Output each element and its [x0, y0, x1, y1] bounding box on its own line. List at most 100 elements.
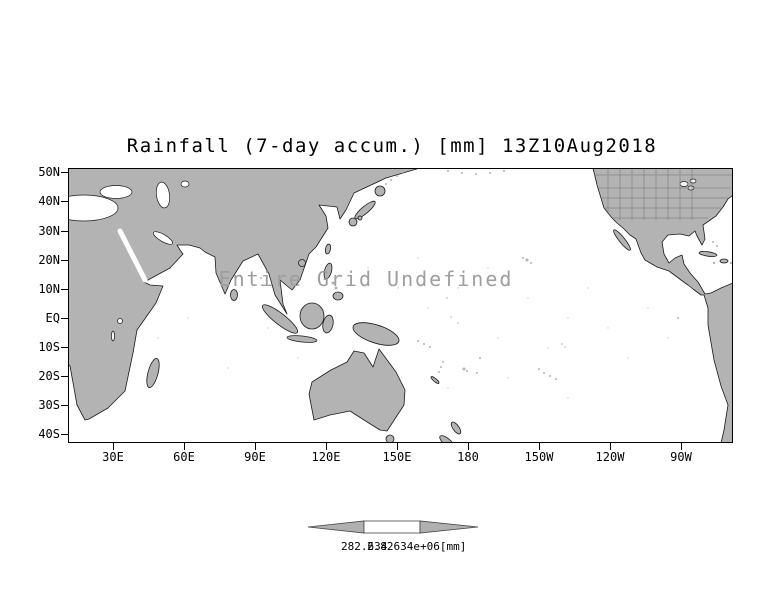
lon-tick	[184, 443, 185, 450]
lon-tick-label: 60E	[173, 450, 195, 464]
lat-tick-label: EQ	[45, 311, 60, 325]
pacific-atoll	[479, 357, 481, 359]
marquesas-island	[564, 346, 566, 348]
north-america-details	[613, 178, 697, 251]
sulawesi-island	[322, 314, 334, 334]
colorbar-arrow	[307, 520, 479, 534]
pacific-atoll	[450, 316, 452, 318]
hainan-island	[298, 259, 306, 267]
fiji-island	[462, 367, 466, 371]
marquesas-island	[561, 343, 563, 345]
lat-tick-label: 40S	[38, 427, 60, 441]
americas-landmass	[592, 168, 733, 443]
pacific-atoll	[446, 297, 448, 299]
lon-tick-label: 90W	[670, 450, 692, 464]
red-sea	[117, 228, 148, 283]
plot-title: Rainfall (7-day accum.) [mm] 13Z10Aug201…	[126, 135, 658, 157]
black-sea	[99, 185, 133, 199]
lon-tick	[539, 443, 540, 450]
honshu-island	[354, 200, 376, 220]
solomon-island	[423, 343, 425, 345]
vanuatu-island	[442, 361, 444, 363]
lon-tick	[681, 443, 682, 450]
mediterranean-sea	[68, 194, 119, 222]
java-island	[286, 335, 318, 343]
lon-tick	[397, 443, 398, 450]
bahamas-island	[716, 245, 718, 247]
lon-tick-label: 30E	[102, 450, 124, 464]
lat-tick	[61, 201, 68, 202]
mindanao-island	[332, 291, 344, 301]
hawaii-island	[530, 262, 532, 264]
plot-frame	[68, 168, 733, 443]
baja-peninsula	[613, 229, 631, 251]
inland-seas	[68, 180, 190, 342]
colorbar-right-arrowhead	[419, 520, 479, 534]
aleutian-island	[461, 172, 463, 174]
sumatra-island	[261, 304, 299, 334]
landmasses	[68, 168, 733, 443]
lat-tick	[61, 405, 68, 406]
grid-undefined-watermark: Entire Grid Undefined	[218, 267, 514, 291]
lat-tick	[61, 347, 68, 348]
tasmania-island	[385, 434, 395, 443]
sri-lanka-island	[230, 289, 238, 301]
colorbar-left-arrowhead	[307, 520, 365, 534]
colorbar-min-label: 282.634	[341, 540, 388, 553]
colorbar-body	[363, 520, 421, 534]
gulf-of-california	[619, 227, 635, 247]
lat-tick	[61, 231, 68, 232]
luzon-island	[323, 262, 333, 280]
hawaii-island	[525, 258, 529, 262]
shikoku-island	[357, 215, 363, 221]
great-lake	[689, 178, 697, 184]
lat-tick-label: 30N	[38, 224, 60, 238]
us-state-lines	[593, 169, 733, 220]
aral-sea	[180, 180, 190, 188]
solomon-island	[429, 346, 431, 348]
aleutian-island	[475, 173, 477, 175]
solomon-island	[417, 340, 419, 342]
taiwan-island	[324, 243, 332, 255]
new-guinea-island	[352, 322, 400, 346]
lat-tick-label: 20N	[38, 253, 60, 267]
lon-tick-label: 90E	[244, 450, 266, 464]
new-caledonia-island	[430, 376, 440, 384]
lat-tick	[61, 434, 68, 435]
puerto-rico-island	[729, 261, 733, 265]
kuril-island	[390, 179, 392, 181]
lat-tick-label: 10N	[38, 282, 60, 296]
polynesia-island	[543, 372, 545, 374]
lat-tick-label: 40N	[38, 194, 60, 208]
kuril-island	[385, 183, 387, 185]
fiji-island	[466, 370, 468, 372]
visayas-island	[331, 281, 335, 285]
kyushu-island	[348, 217, 358, 227]
borneo-island	[299, 302, 325, 330]
galapagos-island	[677, 317, 679, 319]
lon-tick	[468, 443, 469, 450]
madagascar-island	[146, 358, 160, 388]
hokkaido-island	[374, 185, 386, 197]
vanuatu-island	[440, 366, 442, 368]
world-map	[68, 168, 733, 443]
lat-tick	[61, 289, 68, 290]
lat-tick-label: 10S	[38, 340, 60, 354]
aleutian-island	[503, 170, 505, 172]
kuril-island	[402, 171, 404, 173]
new-zealand-north-island	[450, 421, 462, 435]
lat-tick	[61, 376, 68, 377]
lon-tick-label: 150E	[382, 450, 412, 464]
lon-tick	[255, 443, 256, 450]
lat-tick	[61, 260, 68, 261]
lat-tick-label: 20S	[38, 369, 60, 383]
new-zealand-south-island	[439, 435, 455, 443]
hispaniola-island	[719, 258, 729, 264]
aleutian-island	[489, 172, 491, 174]
lon-tick	[610, 443, 611, 450]
lat-tick	[61, 172, 68, 173]
caspian-sea	[155, 181, 171, 209]
pacific-atoll	[476, 372, 478, 374]
vanuatu-island	[438, 371, 440, 373]
